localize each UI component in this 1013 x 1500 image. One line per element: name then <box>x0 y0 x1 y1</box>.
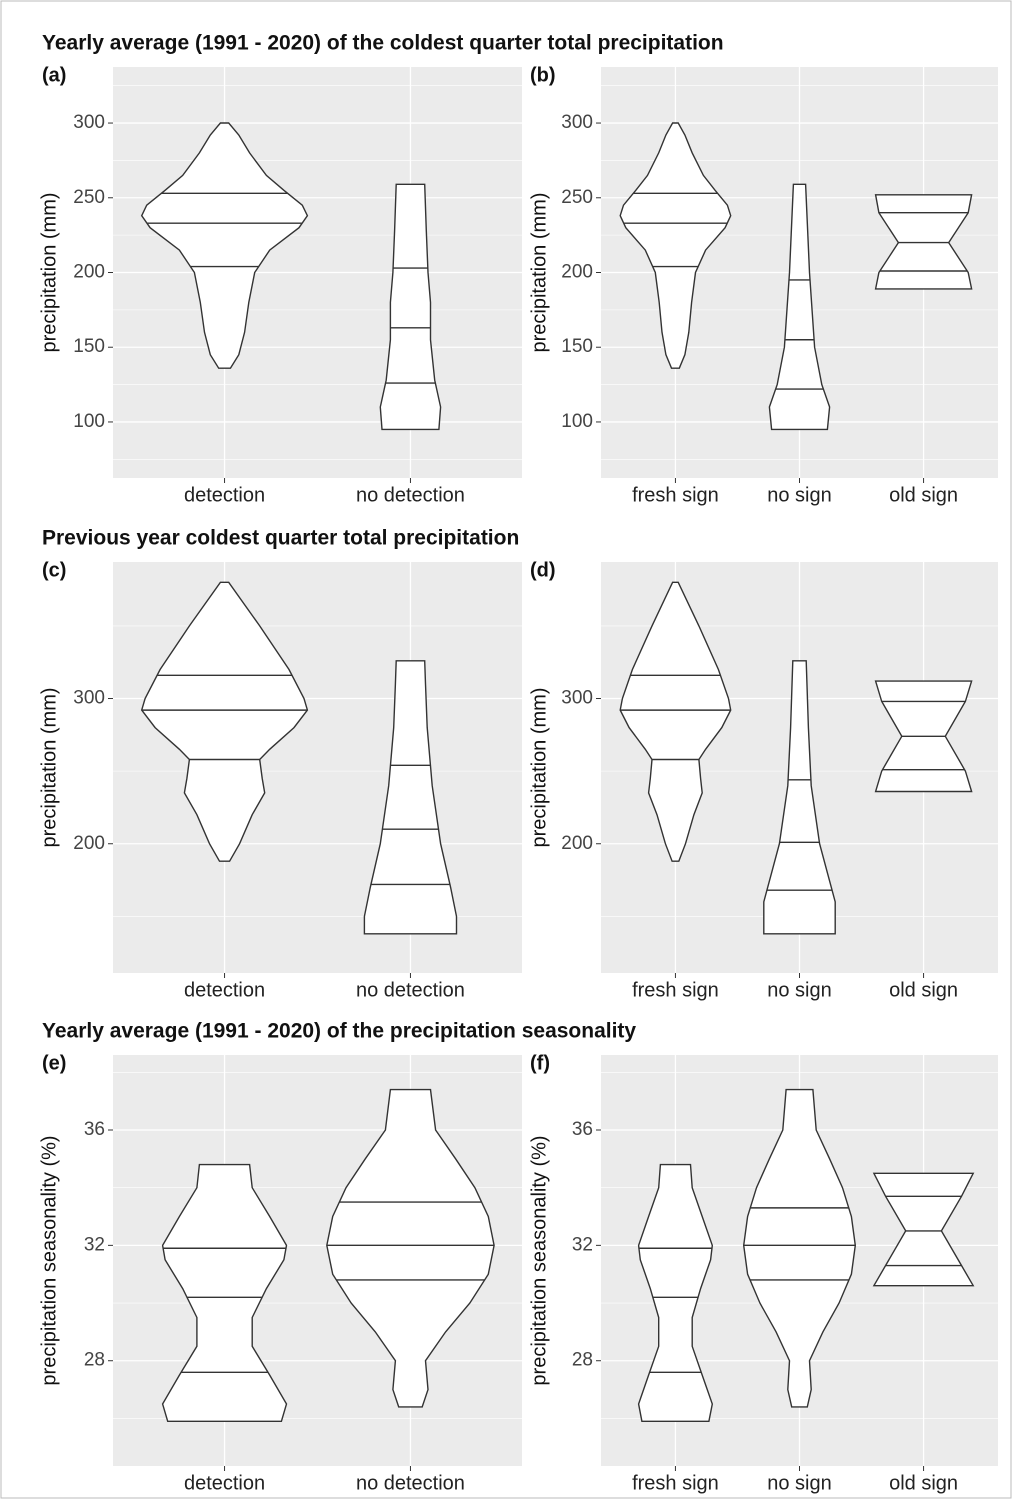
y-tick-label: 200 <box>73 833 105 854</box>
y-tick-label: 250 <box>73 187 105 208</box>
violin-fill <box>620 123 676 369</box>
panel-label: (e) <box>42 1052 66 1074</box>
violin-fill <box>743 1089 800 1407</box>
y-tick-label: 28 <box>572 1350 593 1371</box>
y-tick-label: 100 <box>73 411 105 432</box>
y-axis-label: precipitation (mm) <box>528 687 550 847</box>
violin-fill <box>141 582 225 862</box>
y-axis-label: precipitation (mm) <box>38 192 60 352</box>
panel-label: (d) <box>530 559 556 581</box>
violin-fill <box>410 1089 495 1407</box>
x-tick-label: detection <box>184 979 265 1001</box>
violin-fill <box>224 123 308 369</box>
violin-outline <box>768 183 831 431</box>
x-tick-label: fresh sign <box>632 1472 719 1494</box>
y-tick-label: 32 <box>572 1234 593 1255</box>
panel-label: (f) <box>530 1052 550 1074</box>
violin-fill <box>224 1164 287 1422</box>
violin-fill <box>675 582 731 862</box>
violin-fill <box>923 1173 974 1286</box>
plot-background <box>113 562 522 973</box>
violin-outline <box>619 581 732 862</box>
x-tick-label: fresh sign <box>632 484 719 506</box>
y-tick-label: 300 <box>561 112 593 133</box>
y-tick-label: 100 <box>561 411 593 432</box>
y-axis-label: precipitation (mm) <box>528 192 550 352</box>
violin-outline <box>763 660 836 935</box>
violin-fill <box>675 1164 713 1422</box>
violin-outline <box>874 680 973 793</box>
violin-fill <box>326 1089 411 1407</box>
x-tick-label: no sign <box>767 484 832 506</box>
x-tick-label: old sign <box>889 1472 958 1494</box>
violin-fill <box>224 582 308 862</box>
x-tick-label: fresh sign <box>632 979 719 1001</box>
violin-outline <box>619 122 732 369</box>
y-axis-label: precipitation seasonality (%) <box>528 1135 550 1385</box>
violin-outline <box>363 660 458 935</box>
y-tick-label: 200 <box>561 833 593 854</box>
violin-fill <box>923 194 972 289</box>
y-tick-label: 36 <box>572 1119 593 1140</box>
panel-label: (a) <box>42 64 66 86</box>
x-tick-label: no sign <box>767 1472 832 1494</box>
y-tick-label: 200 <box>73 262 105 283</box>
violin-fill <box>799 184 830 430</box>
y-tick-label: 150 <box>73 336 105 357</box>
violin-outline <box>872 1172 975 1287</box>
panel-row-title: Previous year coldest quarter total prec… <box>42 527 519 550</box>
violin-fill <box>875 194 924 289</box>
panel-row-title: Yearly average (1991 - 2020) of the prec… <box>42 1020 636 1043</box>
violin-fill <box>873 1173 924 1286</box>
violin-outline <box>326 1088 495 1408</box>
violin-outline <box>140 122 309 369</box>
x-tick-label: no detection <box>356 1472 465 1494</box>
violin-outline <box>161 1163 288 1422</box>
panel-label: (c) <box>42 559 66 581</box>
violin-fill <box>675 123 731 369</box>
violin-outline <box>874 194 973 290</box>
violin-fill <box>799 1089 856 1407</box>
y-tick-label: 36 <box>84 1119 105 1140</box>
y-tick-label: 200 <box>561 262 593 283</box>
violin-outline <box>379 183 442 431</box>
violin-fill <box>923 681 972 792</box>
violin-fill <box>638 1164 676 1422</box>
violin-outline <box>140 581 309 862</box>
violin-outline <box>742 1088 857 1408</box>
y-tick-label: 300 <box>561 688 593 709</box>
panel-label: (b) <box>530 64 556 86</box>
violin-fill <box>875 681 924 792</box>
y-tick-label: 300 <box>73 112 105 133</box>
y-axis-label: precipitation (mm) <box>38 687 60 847</box>
violin-fill <box>769 184 800 430</box>
y-tick-label: 300 <box>73 688 105 709</box>
panel-row-title: Yearly average (1991 - 2020) of the cold… <box>42 32 724 55</box>
violin-fill <box>162 1164 225 1422</box>
x-tick-label: old sign <box>889 484 958 506</box>
violin-fill <box>141 123 225 369</box>
x-tick-label: no detection <box>356 979 465 1001</box>
y-tick-label: 150 <box>561 336 593 357</box>
x-tick-label: detection <box>184 1472 265 1494</box>
x-tick-label: detection <box>184 484 265 506</box>
y-tick-label: 32 <box>84 1234 105 1255</box>
violin-outline <box>637 1163 714 1422</box>
violin-fill <box>620 582 676 862</box>
y-tick-label: 250 <box>561 187 593 208</box>
x-tick-label: no detection <box>356 484 465 506</box>
x-tick-label: no sign <box>767 979 832 1001</box>
y-tick-label: 28 <box>84 1350 105 1371</box>
y-axis-label: precipitation seasonality (%) <box>38 1135 60 1385</box>
x-tick-label: old sign <box>889 979 958 1001</box>
